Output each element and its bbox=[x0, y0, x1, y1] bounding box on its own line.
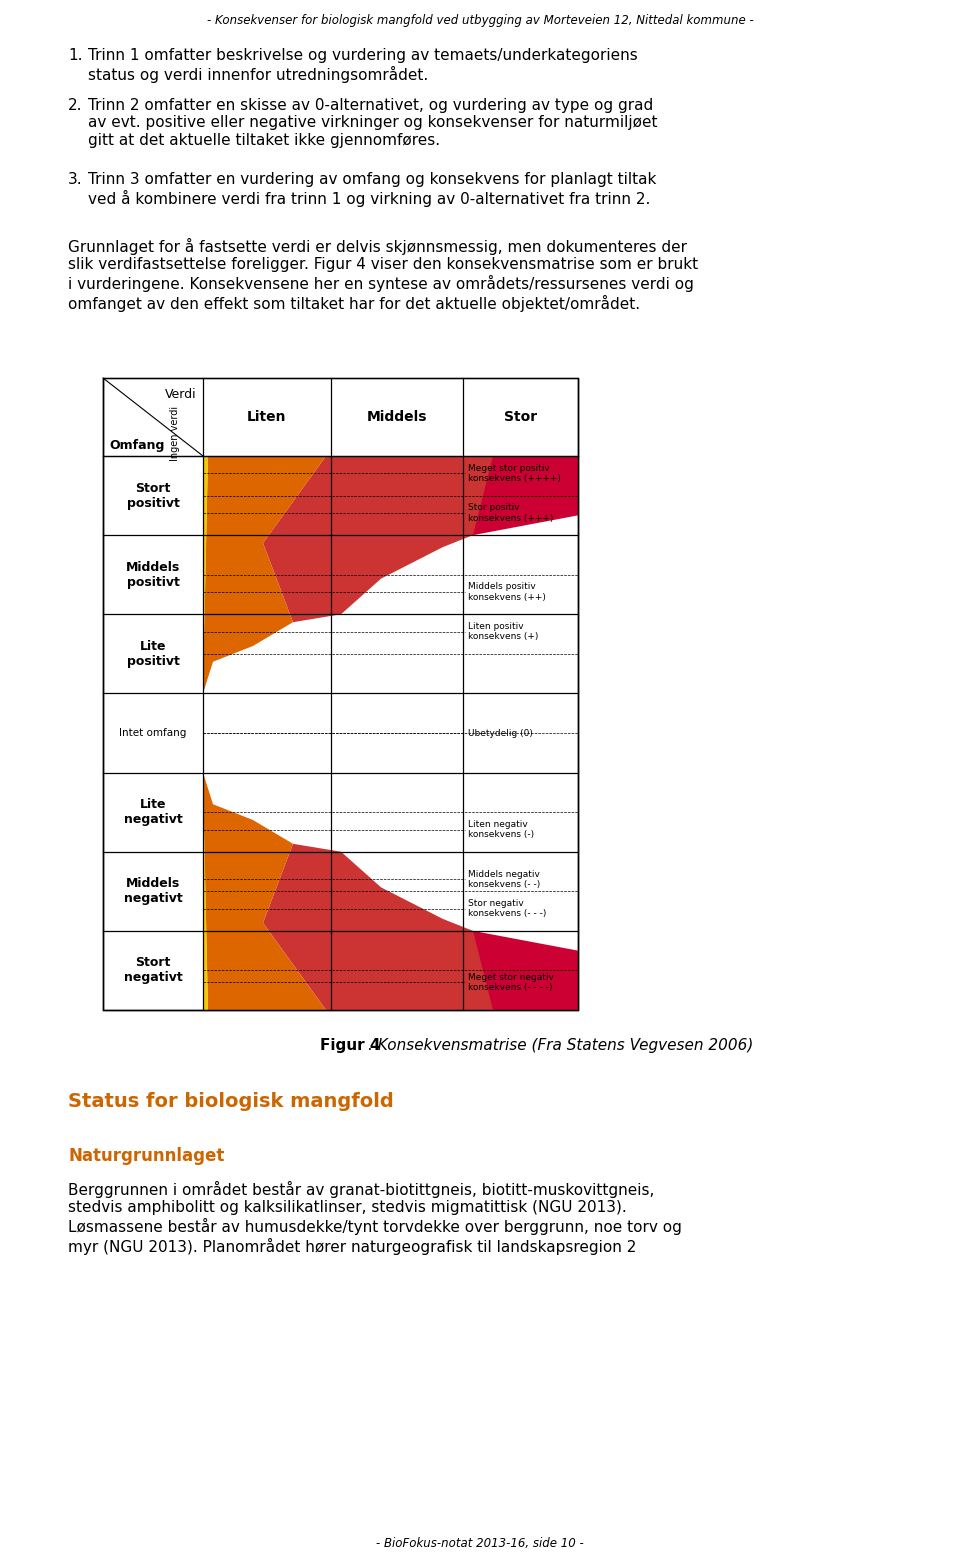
Bar bbox=[103, 378, 578, 1010]
Text: 2.: 2. bbox=[68, 99, 83, 113]
Text: 3.: 3. bbox=[68, 172, 83, 188]
Text: Trinn 3 omfatter en vurdering av omfang og konsekvens for planlagt tiltak
ved å : Trinn 3 omfatter en vurdering av omfang … bbox=[88, 172, 657, 206]
Text: Lite
negativt: Lite negativt bbox=[124, 798, 182, 826]
Text: Meget stor negativ
konsekvens (- - - -): Meget stor negativ konsekvens (- - - -) bbox=[468, 973, 554, 992]
Text: Liten negativ
konsekvens (-): Liten negativ konsekvens (-) bbox=[468, 820, 534, 840]
Text: Middels positiv
konsekvens (++): Middels positiv konsekvens (++) bbox=[468, 582, 546, 602]
Text: Stor negativ
konsekvens (- - -): Stor negativ konsekvens (- - -) bbox=[468, 899, 546, 918]
Text: Liten: Liten bbox=[248, 410, 287, 424]
Text: Stor: Stor bbox=[504, 410, 537, 424]
Text: Stort
positivt: Stort positivt bbox=[127, 482, 180, 510]
Text: Lite
positivt: Lite positivt bbox=[127, 640, 180, 668]
Polygon shape bbox=[523, 457, 578, 496]
Polygon shape bbox=[263, 845, 493, 1010]
Text: - Konsekvenser for biologisk mangfold ved utbygging av Morteveien 12, Nittedal k: - Konsekvenser for biologisk mangfold ve… bbox=[206, 14, 754, 27]
Text: Grunnlaget for å fastsette verdi er delvis skjønnsmessig, men dokumenteres der
s: Grunnlaget for å fastsette verdi er delv… bbox=[68, 238, 698, 313]
Polygon shape bbox=[203, 457, 326, 693]
Text: Middels negativ
konsekvens (- -): Middels negativ konsekvens (- -) bbox=[468, 870, 540, 888]
Bar bbox=[103, 378, 578, 1010]
Text: Berggrunnen i området består av granat-biotittgneis, biotitt-muskovittgneis,
ste: Berggrunnen i området består av granat-b… bbox=[68, 1181, 682, 1254]
Text: Verdi: Verdi bbox=[165, 388, 197, 400]
Text: Intet omfang: Intet omfang bbox=[119, 727, 186, 738]
Text: Stort
negativt: Stort negativt bbox=[124, 957, 182, 984]
Text: Middels: Middels bbox=[367, 410, 427, 424]
Text: Ingen verdi: Ingen verdi bbox=[170, 407, 180, 461]
Polygon shape bbox=[203, 773, 326, 1010]
Text: Omfang: Omfang bbox=[109, 439, 164, 452]
Text: Ubetydelig (0): Ubetydelig (0) bbox=[468, 729, 533, 738]
Text: Middels
negativt: Middels negativt bbox=[124, 877, 182, 906]
Text: Naturgrunnlaget: Naturgrunnlaget bbox=[68, 1146, 225, 1165]
Polygon shape bbox=[391, 457, 578, 535]
Text: Trinn 2 omfatter en skisse av 0-alternativet, og vurdering av type og grad
av ev: Trinn 2 omfatter en skisse av 0-alternat… bbox=[88, 99, 658, 149]
Polygon shape bbox=[203, 773, 208, 1010]
Text: . Konsekvensmatrise (Fra Statens Vegvesen 2006): . Konsekvensmatrise (Fra Statens Vegvese… bbox=[368, 1038, 754, 1053]
Text: Figur 4: Figur 4 bbox=[320, 1038, 380, 1053]
Polygon shape bbox=[391, 931, 578, 1010]
Polygon shape bbox=[263, 457, 493, 622]
Text: Liten positiv
konsekvens (+): Liten positiv konsekvens (+) bbox=[468, 622, 539, 641]
Text: Status for biologisk mangfold: Status for biologisk mangfold bbox=[68, 1092, 394, 1110]
Text: Trinn 1 omfatter beskrivelse og vurdering av temaets/underkategoriens
status og : Trinn 1 omfatter beskrivelse og vurderin… bbox=[88, 48, 637, 83]
Text: Stor positiv
konsekvens (+++): Stor positiv konsekvens (+++) bbox=[468, 504, 553, 522]
Text: Middels
positivt: Middels positivt bbox=[126, 561, 180, 588]
Text: - BioFokus-notat 2013-16, side 10 -: - BioFokus-notat 2013-16, side 10 - bbox=[376, 1537, 584, 1550]
Polygon shape bbox=[523, 970, 578, 1010]
Text: 1.: 1. bbox=[68, 48, 83, 63]
Text: Meget stor positiv
konsekvens (++++): Meget stor positiv konsekvens (++++) bbox=[468, 463, 561, 483]
Polygon shape bbox=[203, 457, 208, 693]
